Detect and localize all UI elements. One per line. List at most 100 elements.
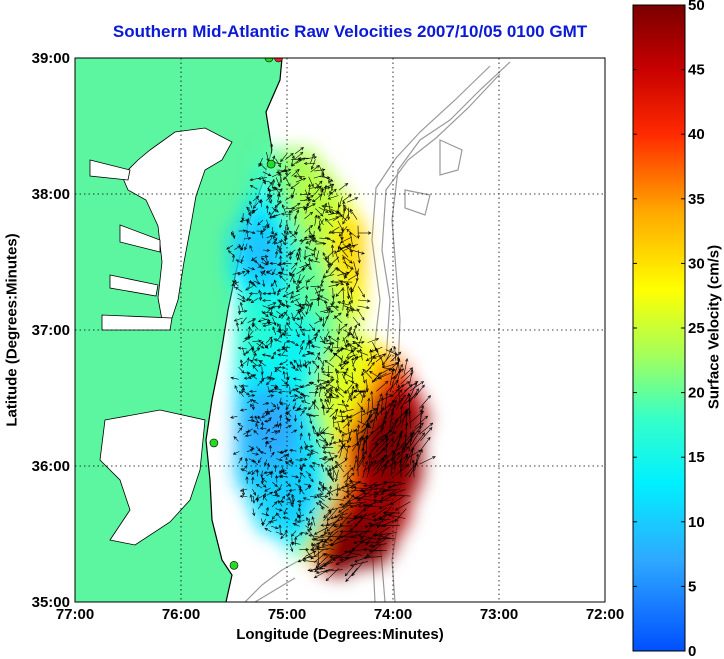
velocity-vector	[315, 494, 323, 496]
velocity-cell	[293, 475, 301, 485]
vector-arrowhead	[271, 305, 275, 309]
vector-arrowhead	[241, 270, 246, 274]
velocity-cell	[287, 442, 295, 453]
velocity-vector	[291, 293, 301, 299]
velocity-vector	[329, 256, 340, 266]
vector-arrowhead	[399, 429, 403, 434]
velocity-cell	[363, 353, 371, 363]
vector-arrowhead	[393, 345, 397, 350]
vector-arrowhead	[341, 419, 346, 423]
vector-arrowhead	[321, 488, 325, 492]
vector-arrowhead	[414, 461, 418, 466]
velocity-vector	[238, 243, 243, 250]
velocity-vector	[246, 218, 249, 226]
vector-arrowhead	[324, 494, 329, 498]
vector-arrowhead	[279, 414, 283, 418]
velocity-cell	[312, 442, 320, 453]
velocity-vector	[272, 326, 276, 335]
vector-arrowhead	[245, 287, 249, 291]
vector-arrowhead	[320, 397, 324, 402]
vector-arrowhead	[380, 491, 385, 495]
velocity-cell	[242, 279, 250, 289]
velocity-cell	[293, 247, 301, 257]
velocity-vector	[248, 280, 251, 289]
vector-arrowhead	[341, 433, 345, 437]
velocity-vector	[353, 455, 357, 472]
vector-arrowhead	[343, 359, 348, 363]
vector-arrowhead	[262, 484, 267, 488]
velocity-cell	[357, 238, 365, 249]
vector-arrowhead	[266, 428, 270, 433]
velocity-cell	[344, 369, 352, 379]
vector-arrowhead	[279, 247, 283, 252]
velocity-cell	[261, 353, 269, 363]
vector-arrowhead	[303, 256, 307, 261]
velocity-cell	[312, 230, 320, 240]
vector-arrowhead	[339, 522, 343, 527]
velocity-cell	[280, 434, 288, 444]
velocity-vector	[289, 449, 297, 452]
vector-arrowhead	[379, 499, 383, 503]
vector-arrowhead	[269, 313, 273, 317]
vector-arrowhead	[311, 401, 316, 405]
velocity-cell	[414, 426, 422, 436]
velocity-cell	[287, 271, 295, 281]
vector-arrowhead	[273, 501, 278, 505]
station-marker	[264, 58, 274, 63]
velocity-vector	[255, 274, 258, 282]
velocity-cell	[293, 312, 301, 322]
velocity-vectors	[226, 143, 436, 583]
velocity-cell	[401, 491, 409, 501]
vector-arrowhead	[354, 197, 359, 200]
velocity-cell	[274, 271, 282, 281]
velocity-cell	[248, 287, 257, 297]
vector-arrowhead	[303, 207, 308, 211]
vector-arrowhead	[246, 269, 251, 273]
vector-arrowhead	[296, 333, 300, 338]
velocity-cell	[236, 230, 244, 240]
velocity-cell	[261, 410, 269, 420]
velocity-cell	[376, 345, 384, 355]
velocity-vector	[366, 362, 375, 372]
velocity-cell	[255, 483, 263, 493]
velocity-vector	[247, 330, 254, 338]
velocity-cell	[344, 475, 352, 485]
velocity-vector	[320, 535, 339, 538]
velocity-vector	[308, 184, 310, 196]
velocity-vector	[256, 261, 262, 268]
velocity-cell	[395, 377, 403, 387]
velocity-cell	[274, 377, 282, 387]
vector-arrowhead	[313, 537, 318, 541]
velocity-vector	[349, 480, 367, 485]
velocity-cell	[255, 508, 263, 518]
velocity-vector	[272, 232, 278, 239]
vector-arrowhead	[319, 493, 324, 497]
velocity-vector	[338, 226, 348, 237]
velocity-vector	[242, 213, 244, 221]
vector-arrowhead	[237, 311, 241, 315]
velocity-vector	[351, 561, 364, 576]
velocity-vector	[378, 512, 396, 519]
velocity-vector	[277, 287, 286, 292]
velocity-cell	[261, 279, 269, 289]
velocity-cell	[363, 540, 371, 550]
velocity-vector	[309, 507, 316, 514]
velocity-vector	[267, 182, 273, 190]
velocity-vector	[266, 235, 274, 238]
vector-arrowhead	[278, 183, 282, 188]
velocity-cell	[293, 149, 301, 159]
vector-arrowhead	[292, 377, 297, 381]
velocity-cell	[267, 238, 276, 249]
velocity-cell	[318, 271, 327, 281]
velocity-vector	[285, 153, 294, 160]
vector-arrowhead	[405, 410, 409, 415]
vector-arrowhead	[299, 395, 304, 399]
velocity-vector	[262, 305, 271, 310]
velocity-vector	[325, 236, 336, 243]
velocity-vector	[253, 202, 259, 209]
colorbar-tick-label: 40	[688, 126, 705, 143]
velocity-cell	[331, 418, 339, 428]
velocity-vector	[270, 385, 278, 387]
vector-arrowhead	[335, 370, 340, 374]
velocity-cell	[299, 328, 308, 338]
